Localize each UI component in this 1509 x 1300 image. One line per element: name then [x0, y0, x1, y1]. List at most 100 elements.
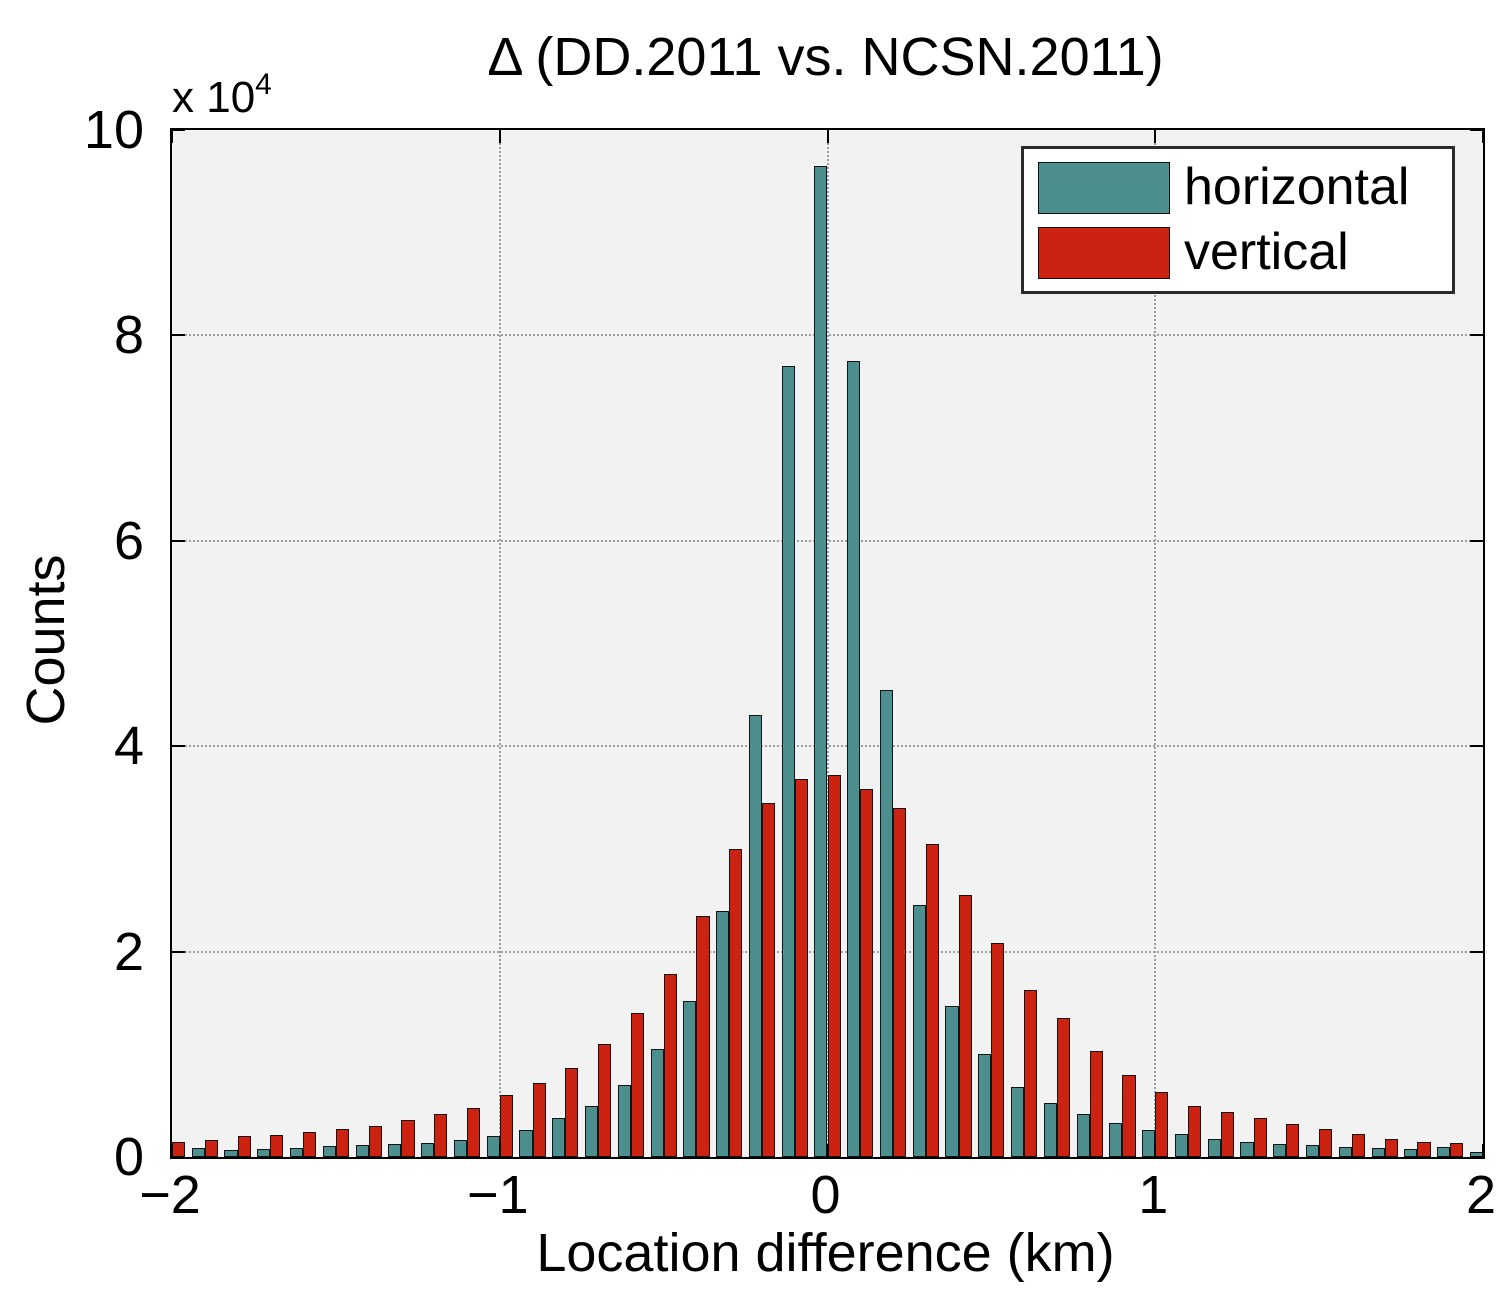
y-axis-multiplier: x 104: [172, 68, 272, 123]
y-tick-mark: [172, 950, 185, 953]
bar-vertical: [827, 774, 841, 1157]
bar-vertical: [794, 779, 808, 1157]
gridline-vertical: [498, 130, 501, 1157]
bar-horizontal: [257, 1148, 271, 1157]
y-tick-mark: [1470, 539, 1483, 542]
bar-horizontal: [1306, 1144, 1320, 1157]
y-tick-mark: [172, 745, 185, 748]
x-tick-mark: [1154, 130, 1157, 143]
bar-vertical: [1089, 1051, 1103, 1157]
bar-vertical: [565, 1067, 579, 1157]
bar-vertical: [893, 807, 907, 1157]
bar-vertical: [1155, 1092, 1169, 1157]
bar-vertical: [1450, 1142, 1464, 1157]
bar-horizontal: [355, 1144, 369, 1157]
x-tick-labels: −2 −1 0 1 2: [139, 1164, 1496, 1225]
bar-vertical: [1122, 1074, 1136, 1157]
bar-horizontal: [1142, 1130, 1156, 1157]
bar-horizontal: [1043, 1102, 1057, 1157]
y-tick-mark: [172, 539, 185, 542]
bar-vertical: [466, 1107, 481, 1157]
bar-vertical: [598, 1044, 612, 1157]
bar-vertical: [663, 974, 677, 1157]
y-tick-label: 10: [83, 100, 144, 160]
chart-title: Δ (DD.2011 vs. NCSN.2011): [487, 27, 1164, 87]
bar-vertical: [1319, 1129, 1333, 1157]
y-tick-mark: [1470, 130, 1483, 131]
gridline-vertical: [1154, 130, 1157, 1157]
bar-vertical: [761, 802, 776, 1157]
bar-vertical: [925, 843, 939, 1157]
legend-label: vertical: [1184, 223, 1349, 282]
bar-vertical: [991, 943, 1005, 1157]
bar-horizontal: [945, 1006, 959, 1157]
bar-vertical: [1024, 989, 1038, 1157]
bar-vertical: [1220, 1111, 1234, 1157]
bar-horizontal: [650, 1049, 664, 1157]
bar-horizontal: [1076, 1113, 1090, 1157]
bar-horizontal: [191, 1147, 205, 1157]
legend: horizontal vertical: [1021, 146, 1455, 295]
bar-horizontal: [453, 1139, 467, 1157]
bar-vertical: [1056, 1018, 1071, 1157]
x-tick-label: 1: [1138, 1165, 1169, 1225]
bar-vertical: [1286, 1124, 1300, 1157]
x-tick-mark: [826, 130, 829, 143]
bar-vertical: [696, 915, 710, 1157]
bar-horizontal: [1273, 1143, 1287, 1157]
x-tick-label: 0: [810, 1165, 841, 1225]
bar-vertical: [270, 1135, 284, 1157]
bar-vertical: [434, 1113, 448, 1157]
bar-horizontal: [388, 1143, 402, 1157]
bar-horizontal: [584, 1105, 599, 1157]
y-axis-multiplier-exponent: 4: [255, 68, 272, 101]
bar-vertical: [1483, 1144, 1485, 1157]
bar-horizontal: [322, 1145, 336, 1157]
bar-vertical: [630, 1013, 644, 1157]
x-tick-mark: [498, 1144, 501, 1157]
y-tick-mark: [172, 334, 185, 337]
bar-horizontal: [1011, 1087, 1025, 1157]
y-tick-label: 4: [113, 716, 144, 777]
bar-vertical: [1384, 1138, 1398, 1157]
bar-horizontal: [978, 1054, 992, 1157]
y-tick-mark: [172, 1156, 185, 1157]
bar-vertical: [237, 1136, 251, 1157]
x-tick-mark: [498, 130, 501, 143]
gridline-horizontal: [172, 539, 1483, 542]
legend-swatch-horizontal: [1038, 161, 1170, 214]
y-tick-mark: [1470, 745, 1483, 748]
legend-row: vertical: [1038, 223, 1438, 282]
bar-vertical: [172, 1141, 186, 1157]
bar-horizontal: [879, 689, 894, 1157]
bar-horizontal: [1174, 1134, 1189, 1157]
bar-horizontal: [683, 1000, 697, 1157]
bar-vertical: [204, 1139, 218, 1157]
x-tick-label: −1: [466, 1165, 529, 1225]
y-tick-mark: [1470, 950, 1483, 953]
x-tick-mark: [1482, 130, 1483, 143]
legend-swatch-vertical: [1038, 226, 1170, 279]
bar-horizontal: [224, 1149, 238, 1157]
bar-horizontal: [716, 910, 730, 1157]
bar-vertical: [499, 1095, 513, 1157]
bar-horizontal: [781, 366, 795, 1157]
bar-horizontal: [814, 165, 828, 1157]
bar-vertical: [1253, 1117, 1267, 1157]
bar-horizontal: [1207, 1138, 1221, 1157]
bar-vertical: [401, 1120, 415, 1157]
bar-vertical: [1417, 1141, 1431, 1157]
bar-horizontal: [1240, 1141, 1254, 1157]
bar-horizontal: [421, 1142, 435, 1157]
x-tick-mark: [1482, 1144, 1483, 1157]
bar-vertical: [860, 789, 874, 1157]
x-tick-mark: [172, 1144, 173, 1157]
legend-row: horizontal: [1038, 158, 1438, 216]
bar-horizontal: [519, 1130, 533, 1157]
gridline-horizontal: [172, 334, 1483, 337]
bar-vertical: [1188, 1105, 1202, 1157]
plot-area: [170, 128, 1485, 1159]
legend-label: horizontal: [1184, 158, 1410, 216]
y-tick-mark: [1470, 1156, 1483, 1157]
